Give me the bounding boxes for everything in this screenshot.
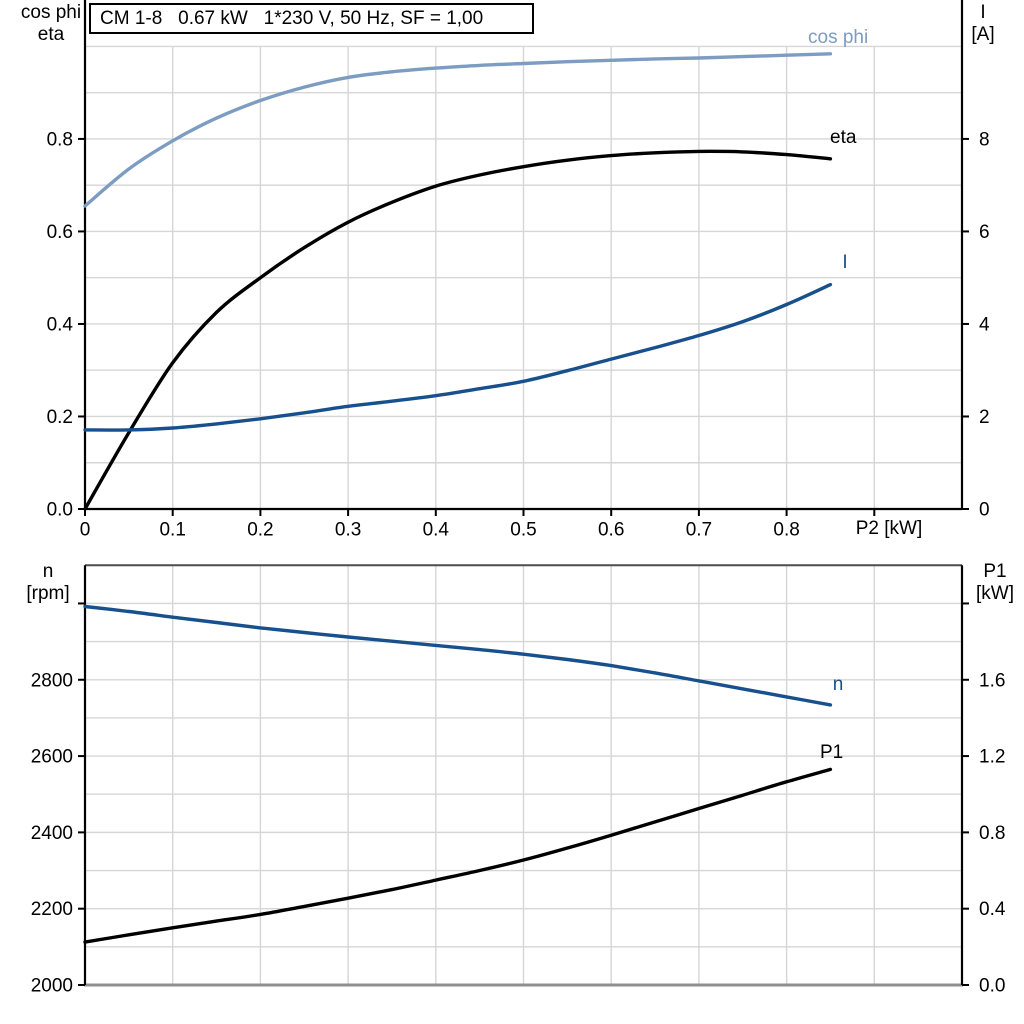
tick-label: 0.6 — [598, 520, 624, 541]
tick-label: 0.4 — [979, 899, 1006, 920]
x-axis-title: P2 [kW] — [855, 518, 923, 539]
tick-label: 0.0 — [47, 500, 73, 521]
p1-curve-label: P1 — [820, 742, 844, 763]
bottom-left-axis-title-line1: n — [42, 561, 54, 582]
tick-label: 0.3 — [335, 520, 361, 541]
bottom-series — [83, 604, 833, 944]
tick-label: 0.4 — [47, 314, 74, 335]
tick-label: 1.2 — [979, 747, 1005, 768]
curve-cos-phi — [83, 52, 833, 208]
top-left-axis-title-line2: eta — [37, 24, 65, 45]
curve-I — [83, 282, 833, 432]
tick-label: 6 — [979, 222, 990, 243]
eta-curve-label: eta — [830, 127, 857, 148]
tick-label: 0.5 — [510, 520, 536, 541]
tick-label: 0.0 — [979, 976, 1005, 997]
title-box: CM 1-8 0.67 kW 1*230 V, 50 Hz, SF = 1,00 — [89, 3, 534, 34]
tick-label: 8 — [979, 129, 990, 150]
tick-label: 0.4 — [423, 520, 450, 541]
tick-label: 0.1 — [159, 520, 185, 541]
top-left-axis-title-line1: cos phi — [20, 2, 82, 23]
current-curve-label: I — [842, 252, 848, 273]
tick-label: 0 — [80, 520, 91, 541]
tick-label: 4 — [979, 314, 990, 335]
tick-label: 2 — [979, 407, 990, 428]
tick-label: 0 — [979, 500, 990, 521]
tick-label: 0.7 — [686, 520, 712, 541]
cos-phi-curve-label: cos phi — [808, 27, 869, 48]
tick-label: 0.6 — [47, 222, 73, 243]
bottom-spines — [83, 564, 964, 987]
tick-label: 0.8 — [979, 823, 1005, 844]
tick-label: 0.2 — [47, 407, 73, 428]
tick-label: 1.6 — [979, 670, 1005, 691]
curve-P1 — [83, 767, 833, 944]
tick-label: 0.2 — [247, 520, 273, 541]
speed-curve-label: n — [832, 674, 844, 695]
bottom-left-axis-title-line2: [rpm] — [26, 583, 70, 604]
curve-n — [83, 604, 833, 707]
bottom-ticks: 2000 2200 2400 2600 2800 0.0 0.4 0.8 1.2 1.6 — [31, 602, 1006, 997]
top-grid — [85, 45, 962, 509]
top-ticks: 0.0 0.2 0.4 0.6 0.8 0 2 4 6 8 0 0.1 0.2 0.3 0.4 0.5 0.6 0… — [47, 129, 990, 540]
bottom-grid — [85, 565, 962, 985]
bottom-right-axis-title-line1: P1 — [983, 561, 1007, 582]
tick-label: 2800 — [31, 670, 73, 691]
tick-label: 2600 — [31, 747, 73, 768]
tick-label: 2000 — [31, 976, 73, 997]
tick-label: 2200 — [31, 899, 73, 920]
tick-label: 0.8 — [47, 129, 73, 150]
curve-eta — [83, 149, 833, 511]
bottom-right-axis-title-line2: [kW] — [976, 583, 1014, 604]
tick-label: 2400 — [31, 823, 73, 844]
top-series — [83, 52, 833, 511]
top-right-axis-title-line2: [A] — [971, 24, 995, 45]
top-right-axis-title-line1: I — [980, 2, 986, 23]
tick-label: 0.8 — [773, 520, 799, 541]
top-plot: 0.0 0.2 0.4 0.6 0.8 0 2 4 6 8 0 0.1 0.2 0.3 0.4 0.5 0.6 0… — [47, 0, 990, 541]
bottom-plot: 2000 2200 2400 2600 2800 0.0 0.4 0.8 1.2 1.6 — [31, 564, 1006, 997]
